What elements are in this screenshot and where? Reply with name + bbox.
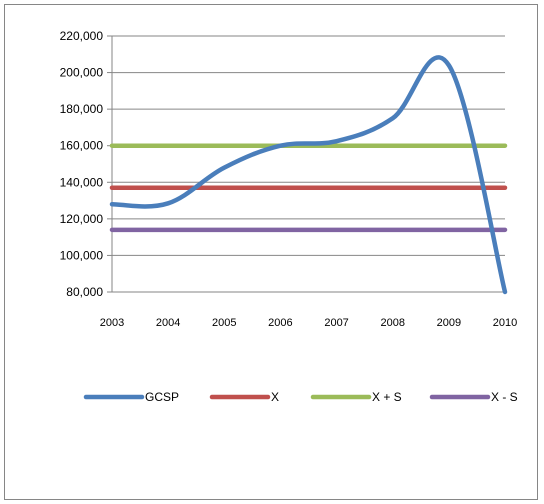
x-tick-label: 2009 bbox=[437, 317, 461, 329]
x-axis-ticks: 2003 2004 2005 2006 2007 2008 2009 2010 bbox=[100, 317, 517, 329]
x-tick-label: 2004 bbox=[156, 317, 180, 329]
series-lines bbox=[109, 55, 508, 295]
y-axis-ticks: 80,000 100,000 120,000 140,000 160,000 180,00… bbox=[60, 29, 104, 299]
y-tick-label: 140,000 bbox=[60, 175, 104, 189]
x-tick-label: 2008 bbox=[380, 317, 404, 329]
gridlines bbox=[107, 35, 505, 293]
y-tick-label: 180,000 bbox=[60, 102, 104, 116]
legend: GCSP X X + S X - S bbox=[83, 390, 518, 404]
y-tick-label: 100,000 bbox=[60, 248, 104, 262]
legend-label-x-minus-plus-minus-s: X + S bbox=[372, 390, 402, 404]
x-tick-label: 2010 bbox=[493, 317, 517, 329]
y-tick-label: 220,000 bbox=[60, 29, 104, 43]
y-tick-label: 120,000 bbox=[60, 212, 104, 226]
chart-area bbox=[4, 4, 538, 500]
y-tick-label: 200,000 bbox=[60, 66, 104, 80]
x-tick-label: 2005 bbox=[212, 317, 236, 329]
x-tick-label: 2003 bbox=[100, 317, 124, 329]
legend-label-x: X bbox=[271, 390, 279, 404]
x-tick-label: 2007 bbox=[324, 317, 348, 329]
y-tick-label: 160,000 bbox=[60, 139, 104, 153]
y-tick-label: 80,000 bbox=[66, 285, 103, 299]
x-tick-label: 2006 bbox=[268, 317, 292, 329]
legend-label-gcsp: GCSP bbox=[145, 390, 179, 404]
series-line-gcsp bbox=[109, 55, 508, 295]
legend-label-x-minus-s: X - S bbox=[491, 390, 518, 404]
